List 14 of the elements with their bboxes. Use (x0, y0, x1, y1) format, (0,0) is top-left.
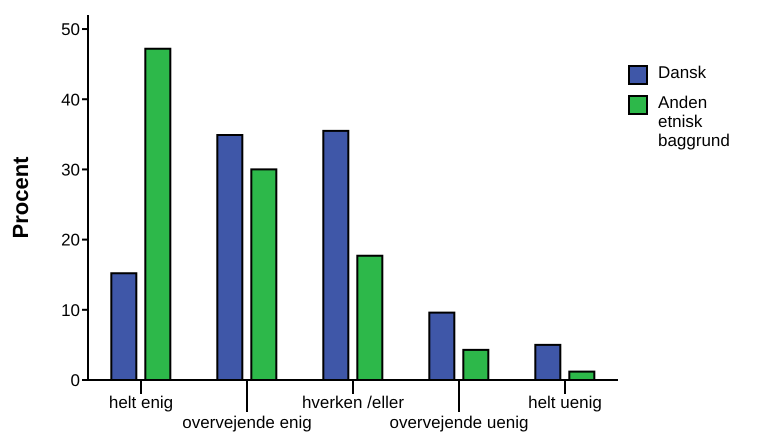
legend-label: Anden etnisk baggrund (658, 93, 731, 150)
y-tick-label: 20 (61, 230, 80, 250)
y-axis-title: Procent (8, 156, 33, 238)
y-tick-label: 40 (61, 90, 80, 110)
x-tick-label: overvejende enig (182, 413, 312, 432)
y-tick-label: 0 (70, 371, 80, 390)
y-tick-label: 50 (61, 20, 80, 40)
legend-label: Dansk (658, 63, 706, 82)
y-tick-label: 10 (61, 300, 80, 320)
x-tick-label: overvejende uenig (390, 413, 528, 432)
x-tick-label: helt uenig (528, 393, 602, 412)
x-tick-label: helt enig (108, 393, 174, 412)
y-tick-label: 30 (61, 160, 80, 180)
x-tick-label: hverken /eller (302, 393, 404, 412)
